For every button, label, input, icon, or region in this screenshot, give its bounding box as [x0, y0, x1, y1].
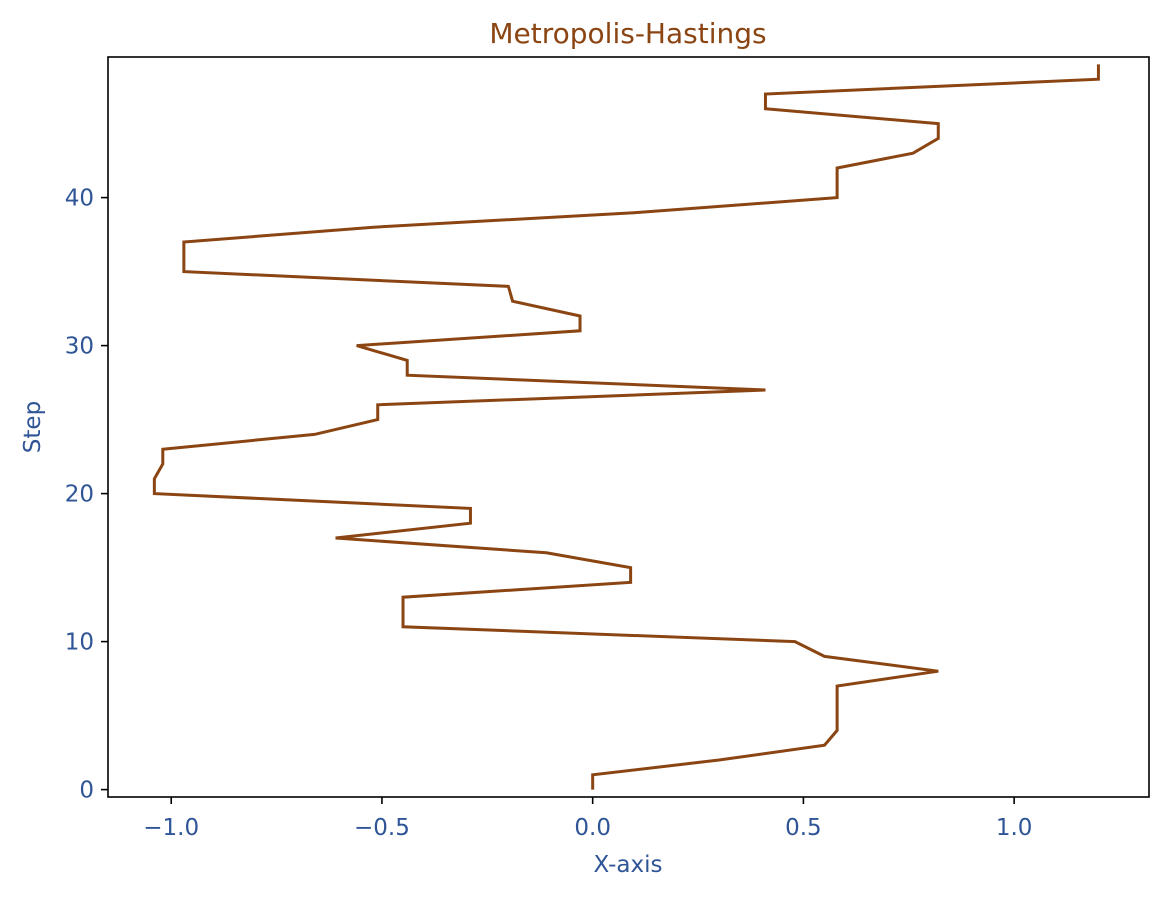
- x-axis-label: X-axis: [594, 852, 663, 878]
- y-tick-label: 20: [65, 482, 94, 508]
- x-tick-label: −0.5: [354, 815, 410, 841]
- y-axis: 0 10 20 30 40: [65, 186, 108, 804]
- x-tick-label: −1.0: [143, 815, 199, 841]
- plot-area: [152, 64, 1100, 790]
- x-tick-label: 1.0: [996, 815, 1033, 841]
- y-tick-label: 10: [65, 630, 94, 656]
- x-tick-label: 0.5: [785, 815, 822, 841]
- chart-title: Metropolis-Hastings: [489, 17, 766, 50]
- y-tick-label: 0: [79, 778, 94, 804]
- x-axis: −1.0 −0.5 0.0 0.5 1.0: [143, 797, 1032, 841]
- series-line-0: [152, 64, 1100, 790]
- x-tick-label: 0.0: [574, 815, 611, 841]
- y-tick-label: 30: [65, 334, 94, 360]
- plot-frame: [107, 56, 1150, 798]
- y-tick-label: 40: [65, 186, 94, 212]
- y-axis-label: Step: [20, 401, 46, 453]
